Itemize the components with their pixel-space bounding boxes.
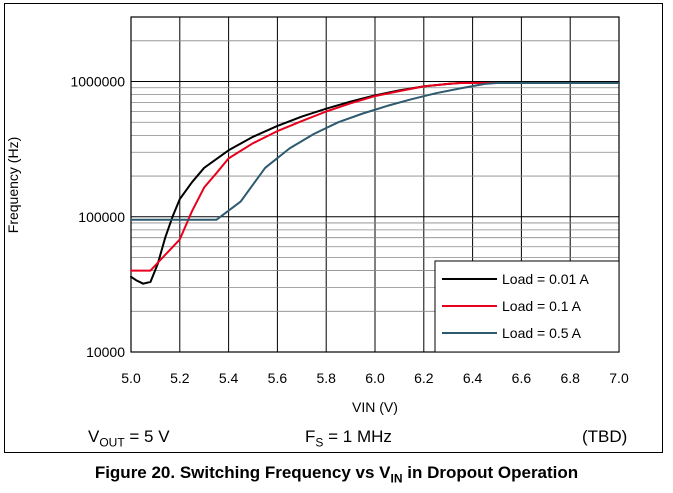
x-tick-label: 6.2 [414,370,434,386]
y-tick-labels: 10000 100000 1000000 [70,74,125,360]
vout-symbol: V [88,427,100,446]
x-tick-label: 6.8 [560,370,580,386]
x-tick-label: 5.4 [219,370,239,386]
vout-subscript: OUT [99,435,125,450]
legend-label: Load = 0.5 A [502,325,582,341]
legend-label: Load = 0.1 A [502,298,582,314]
legend: Load = 0.01 A Load = 0.1 A Load = 0.5 A [434,260,620,353]
x-tick-label: 7.0 [609,370,629,386]
x-axis-label: VIN (V) [352,399,398,415]
series-line-2 [130,82,620,272]
caption-suffix: in Dropout Operation [402,463,579,482]
caption-subscript: IN [390,471,403,486]
x-tick-label: 5.2 [170,370,190,386]
caption-text: Figure 20. Switching Frequency vs V [94,463,391,482]
x-tick-label: 6.0 [365,370,385,386]
series-line-3 [130,82,620,221]
x-tick-label: 6.4 [463,370,483,386]
series-layer [130,82,620,285]
x-tick-label: 6.6 [512,370,532,386]
vout-condition: VOUT = 5 V [88,427,170,449]
x-tick-label: 5.8 [316,370,336,386]
y-tick-label: 100000 [78,209,125,225]
fs-value: = 1 MHz [323,427,392,446]
legend-label: Load = 0.01 A [502,271,589,287]
x-tick-label: 5.0 [121,370,141,386]
fs-subscript: S [315,435,324,450]
x-tick-label: 5.6 [268,370,288,386]
vout-value: = 5 V [124,427,170,446]
y-axis-label: Frequency (Hz) [5,137,21,233]
fs-symbol: F [305,427,316,446]
y-tick-label: 10000 [86,344,125,360]
figure-caption: Figure 20. Switching Frequency vs VIN in… [0,463,673,485]
figure-frame [4,3,663,453]
y-tick-label: 1000000 [70,74,125,90]
status-tbd: (TBD) [582,427,628,446]
x-tick-labels: 5.0 5.2 5.4 5.6 5.8 6.0 6.2 6.4 6.6 6.8 7.0 [121,370,629,386]
plot-area [130,16,620,353]
fs-condition: FS = 1 MHz [305,427,392,449]
